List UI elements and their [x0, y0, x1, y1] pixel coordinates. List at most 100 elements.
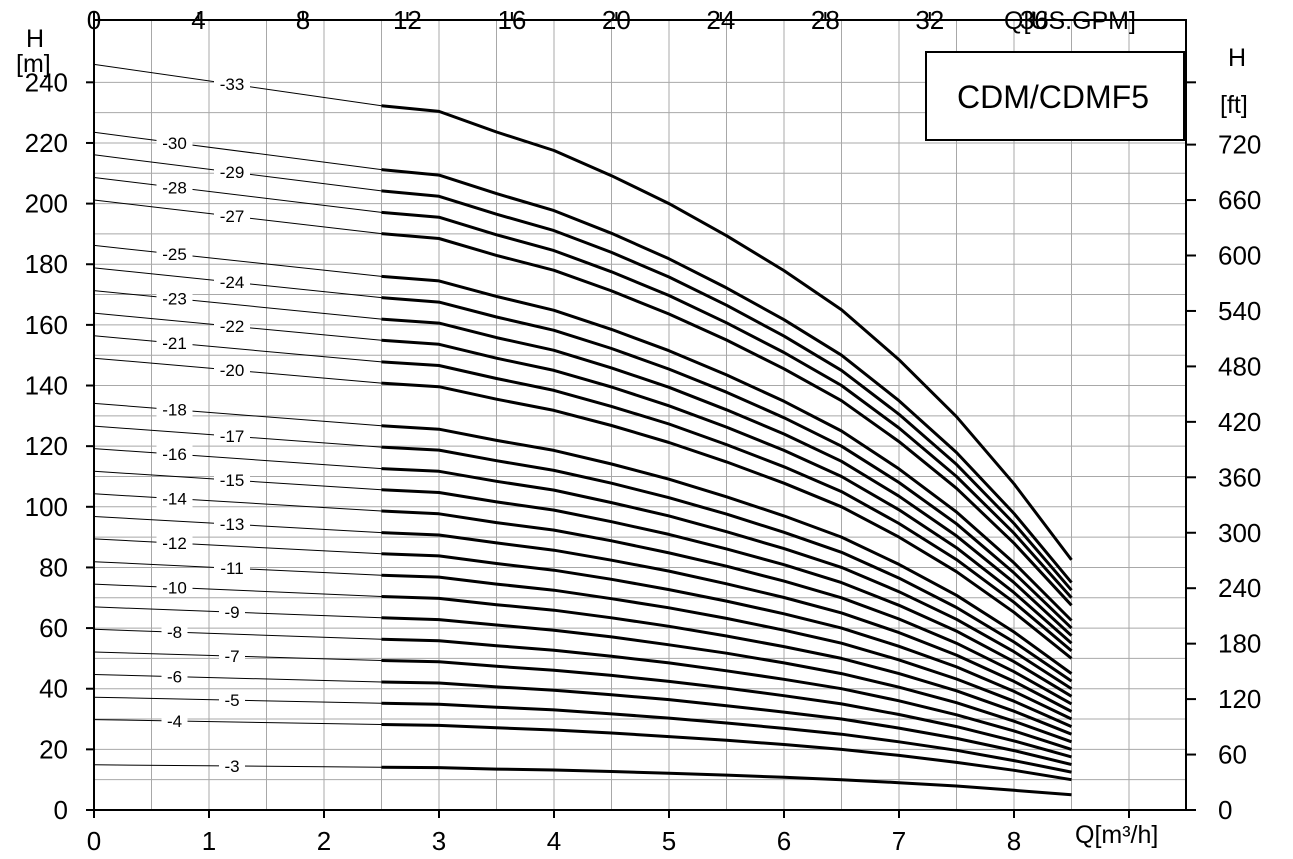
curve-label: -21	[162, 334, 187, 353]
curve-label: -28	[162, 178, 187, 197]
curve-extension-12	[93, 538, 382, 555]
curve-label: -8	[167, 623, 182, 642]
curve-extension-28	[93, 177, 382, 213]
curve-label-bg	[161, 711, 188, 731]
y-left-tick-label: 80	[39, 552, 68, 582]
plot-frame	[93, 19, 1187, 811]
y-right-tick-label: 60	[1218, 740, 1247, 770]
curve-label-bg	[156, 488, 193, 508]
y-left-unit-label-top: H	[26, 25, 44, 53]
curve-label: -23	[162, 290, 187, 309]
curve-label: -25	[162, 245, 187, 264]
chart-title: CDM/CDMF5	[957, 79, 1149, 115]
y-right-unit-label-top: H	[1228, 44, 1246, 72]
axis-layer: 0 1 2 3 4 5 6 7 80 4 8 12 16 20 24 28 32 3602040608010012…	[25, 5, 1262, 856]
curve-label: -17	[220, 427, 245, 446]
curve-label: -15	[220, 471, 245, 490]
curve-label-bg	[156, 399, 193, 419]
curve-15	[381, 488, 1073, 698]
curve-label-bg	[219, 602, 245, 622]
curve-extension-10	[93, 583, 382, 597]
curve-label-bg	[156, 333, 193, 353]
curve-8	[381, 637, 1072, 751]
curve-label: -33	[220, 75, 245, 94]
x-top-tick-label: 16	[497, 5, 526, 35]
curve-extension-14	[93, 493, 382, 512]
curve-12	[381, 552, 1073, 721]
x-bottom-tick-label: 3	[432, 826, 446, 856]
curve-extension-25	[93, 244, 382, 277]
x-top-tick-label: 36	[1020, 5, 1049, 35]
y-left-unit-label-bottom: [m]	[16, 50, 51, 78]
y-left-tick-label: 220	[25, 128, 68, 158]
y-left-tick-label: 160	[25, 310, 68, 340]
y-left-tick-label: 100	[25, 492, 68, 522]
curve-label-bg	[161, 622, 188, 642]
title-frame	[925, 51, 1185, 141]
y-left-tick-label: 180	[25, 249, 68, 279]
x-bottom-tick-label: 0	[87, 826, 101, 856]
y-right-tick-label: 120	[1218, 684, 1261, 714]
curve-label-bg	[214, 272, 250, 292]
curve-extension-21	[93, 335, 382, 363]
curve-label: -24	[220, 273, 245, 292]
x-bottom-unit-label: Q[m³/h]	[1075, 821, 1158, 849]
curve-label-bg	[156, 577, 193, 597]
y-right-tick-label: 180	[1218, 629, 1261, 659]
curve-label: -18	[162, 401, 187, 420]
x-bottom-tick-label: 2	[317, 826, 331, 856]
x-top-tick-label: 32	[915, 5, 944, 35]
curve-11	[381, 573, 1073, 728]
y-right-tick-label: 300	[1218, 518, 1261, 548]
curve-label: -9	[224, 603, 239, 622]
curve-label-bg	[156, 244, 193, 264]
y-left-tick-label: 0	[54, 795, 68, 825]
curve-extension-23	[93, 290, 382, 320]
y-left-tick-label: 240	[25, 67, 68, 97]
title-box: CDM/CDMF5	[925, 51, 1185, 141]
curve-extension-30	[93, 131, 382, 171]
curve-22	[381, 338, 1073, 645]
curve-label-bg	[214, 74, 250, 94]
x-top-tick-label: 12	[393, 5, 422, 35]
x-bottom-tick-label: 6	[777, 826, 791, 856]
y-left-tick-label: 20	[39, 734, 68, 764]
y-right-tick-label: 660	[1218, 185, 1261, 215]
curve-28	[381, 210, 1073, 599]
y-right-tick-label: 0	[1218, 795, 1232, 825]
y-right-tick-label: 360	[1218, 462, 1261, 492]
curve-23	[381, 317, 1073, 637]
curve-7	[381, 659, 1072, 759]
curve-label: -12	[162, 534, 187, 553]
curve-label-bg	[156, 288, 193, 308]
curve-label-bg	[214, 426, 250, 446]
curve-18	[381, 424, 1073, 675]
curve-extension-18	[93, 402, 382, 427]
curve-label: -27	[220, 207, 245, 226]
curve-9	[381, 616, 1073, 744]
curve-6	[381, 680, 1072, 766]
y-right-unit-label-bottom: [ft]	[1220, 91, 1248, 119]
curve-label: -10	[162, 579, 187, 598]
x-bottom-tick-label: 4	[547, 826, 561, 856]
grid	[94, 20, 1186, 810]
curve-label-bg	[214, 514, 250, 534]
curve-label: -6	[167, 668, 182, 687]
curve-label-bg	[219, 690, 245, 710]
y-left-tick-label: 140	[25, 371, 68, 401]
curve-label: -7	[224, 647, 239, 666]
curve-label: -29	[220, 163, 245, 182]
y-right-tick-label: 240	[1218, 573, 1261, 603]
y-right-tick-label: 420	[1218, 407, 1261, 437]
curve-16	[381, 467, 1073, 690]
curve-label-bg	[219, 755, 245, 775]
curve-label-layer: -3 -4 -5 -6 -7 -8 -9 -10 -11 -12 -13 -14 -15 -16 -17 -1…	[156, 74, 250, 776]
x-bottom-tick-label: 5	[662, 826, 676, 856]
curve-label-bg	[156, 132, 193, 152]
curve-label-bg	[156, 533, 193, 553]
curve-label: -20	[220, 361, 245, 380]
curve-29	[381, 189, 1073, 592]
y-left-tick-label: 200	[25, 189, 68, 219]
curve-label-bg	[156, 177, 193, 197]
curve-24	[381, 296, 1073, 630]
